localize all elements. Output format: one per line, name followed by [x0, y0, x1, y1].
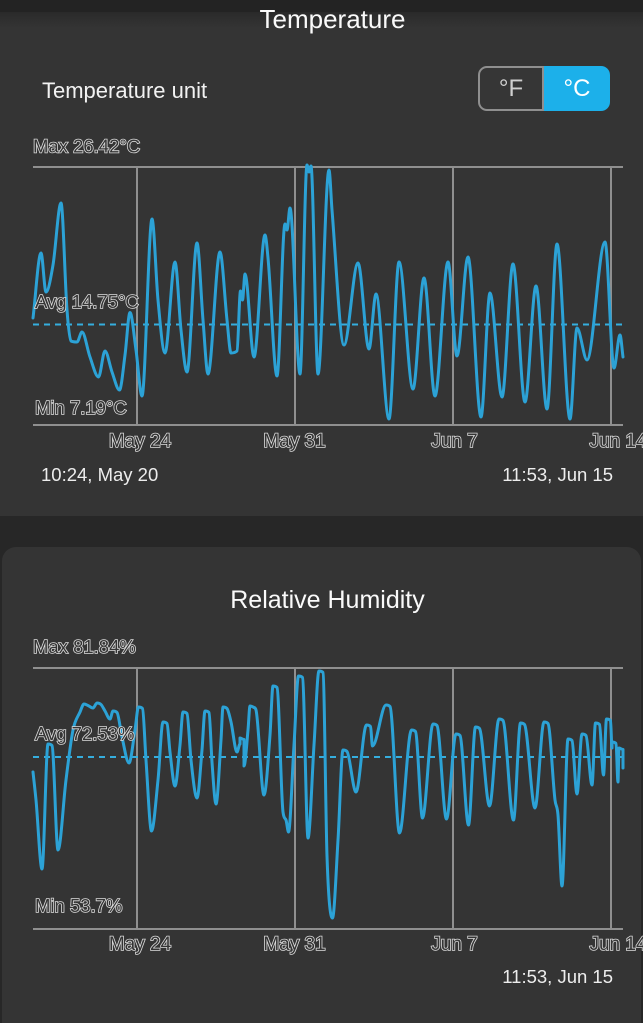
svg-text:Jun 7: Jun 7 — [431, 934, 477, 955]
svg-text:Avg 72.53%: Avg 72.53% — [35, 723, 134, 744]
svg-text:May 31: May 31 — [263, 934, 325, 955]
svg-text:Min 53.7%: Min 53.7% — [35, 895, 122, 916]
svg-text:Min 7.19°C: Min 7.19°C — [35, 397, 127, 418]
svg-text:Max 81.84%: Max 81.84% — [33, 636, 136, 657]
svg-text:Jun 14: Jun 14 — [589, 431, 643, 452]
svg-text:May 31: May 31 — [263, 431, 325, 452]
svg-text:May 24: May 24 — [109, 934, 172, 955]
svg-text:Jun 14: Jun 14 — [589, 934, 643, 955]
svg-text:Max 26.42°C: Max 26.42°C — [33, 136, 140, 157]
svg-text:Jun 7: Jun 7 — [431, 431, 477, 452]
svg-text:May 24: May 24 — [109, 431, 172, 452]
svg-text:Avg 14.75°C: Avg 14.75°C — [35, 291, 139, 312]
